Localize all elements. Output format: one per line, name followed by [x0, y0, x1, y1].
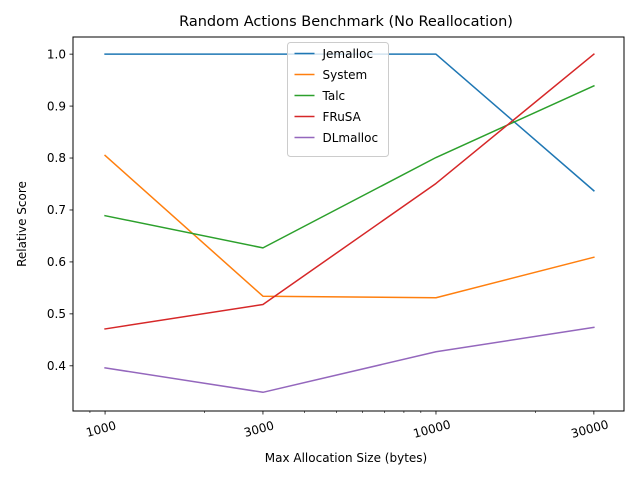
legend: Jemalloc System Talc FRuSA DLmalloc [287, 42, 389, 157]
legend-label: Jemalloc [322, 47, 374, 61]
series-line-dlmalloc [104, 326, 595, 394]
legend-label: FRuSA [323, 110, 362, 124]
series-line-talc [104, 84, 595, 249]
y-axis-label: Relative Score [15, 181, 29, 267]
series-line-frusa [104, 53, 595, 330]
legend-label: Talc [322, 89, 346, 103]
y-tick-label: 0.5 [47, 307, 66, 321]
y-tick-label: 0.9 [47, 99, 66, 113]
legend-box [287, 42, 389, 157]
legend-label: DLmalloc [323, 131, 379, 145]
x-axis-label: Max Allocation Size (bytes) [265, 451, 427, 465]
y-tick-label: 0.7 [47, 203, 66, 217]
legend-label: System [323, 68, 368, 82]
y-tick-label: 0.4 [47, 359, 66, 373]
y-tick-label: 0.6 [47, 255, 66, 269]
plot-frame [72, 36, 625, 412]
y-tick-label: 1.0 [47, 47, 66, 61]
series-line-system [104, 154, 595, 299]
y-tick-label: 0.8 [47, 151, 66, 165]
chart-title: Random Actions Benchmark (No Reallocatio… [179, 14, 513, 30]
series-lines [104, 53, 595, 394]
